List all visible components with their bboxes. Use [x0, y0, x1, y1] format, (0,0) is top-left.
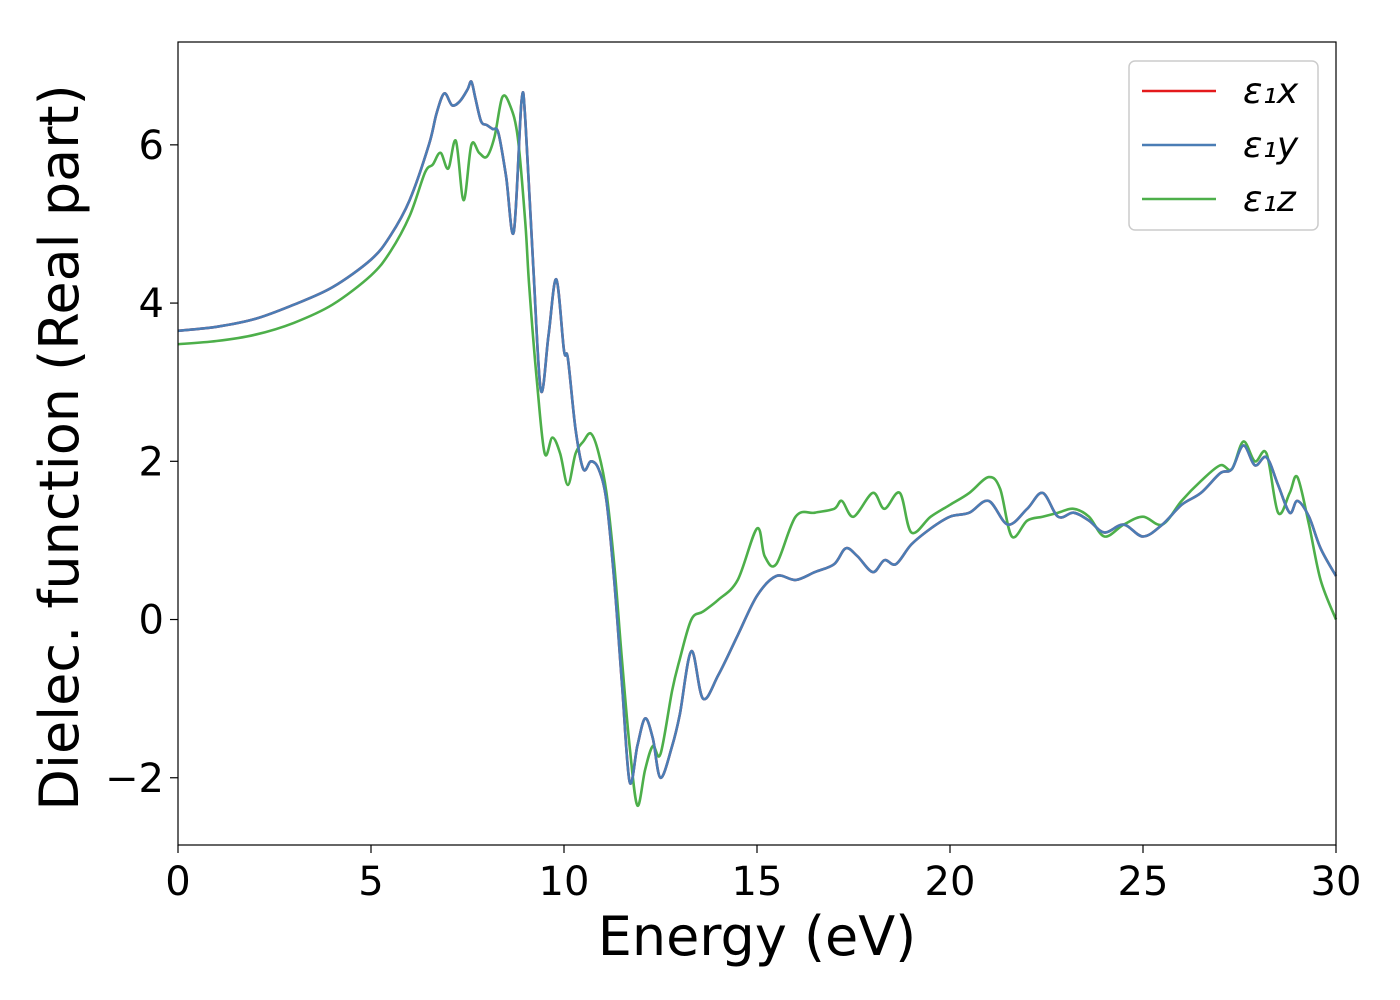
x-tick-label: 10 [539, 859, 590, 905]
series-layer [177, 80, 1338, 807]
y-axis-ticks: −2 0 2 4 6 [105, 123, 178, 802]
plot-frame [177, 41, 1337, 846]
x-axis-ticks: 0 5 10 15 20 25 30 [165, 845, 1361, 905]
x-tick-label: 15 [732, 859, 783, 905]
legend: ε₁x ε₁y ε₁z [1128, 60, 1319, 231]
legend-box [1128, 60, 1319, 231]
legend-entry: ε₁y [1243, 125, 1299, 166]
x-tick-label: 0 [165, 859, 190, 905]
y-tick-label: −2 [105, 756, 164, 802]
legend-entry: ε₁z [1243, 179, 1297, 220]
x-tick-label: 20 [925, 859, 976, 905]
series-line-2 [177, 94, 1338, 807]
series-line-1 [177, 80, 1338, 785]
y-tick-label: 2 [139, 439, 164, 485]
y-axis-label: Dielec. function (Real part) [28, 84, 91, 810]
x-tick-label: 25 [1118, 859, 1169, 905]
legend-entry: ε₁x [1243, 71, 1299, 112]
x-tick-label: 30 [1311, 859, 1362, 905]
y-tick-label: 4 [139, 281, 164, 327]
y-tick-label: 6 [139, 123, 164, 169]
x-axis-label: Energy (eV) [598, 905, 917, 968]
x-tick-label: 5 [358, 859, 383, 905]
y-tick-label: 0 [139, 598, 164, 644]
